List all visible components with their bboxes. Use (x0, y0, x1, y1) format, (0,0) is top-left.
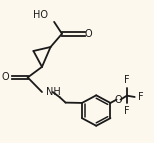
Text: O: O (2, 73, 9, 83)
Text: NH: NH (46, 87, 61, 97)
Text: O: O (114, 95, 122, 105)
Text: F: F (138, 92, 143, 102)
Text: O: O (85, 29, 92, 39)
Text: F: F (124, 75, 130, 85)
Text: HO: HO (33, 10, 48, 20)
Text: F: F (124, 106, 130, 116)
